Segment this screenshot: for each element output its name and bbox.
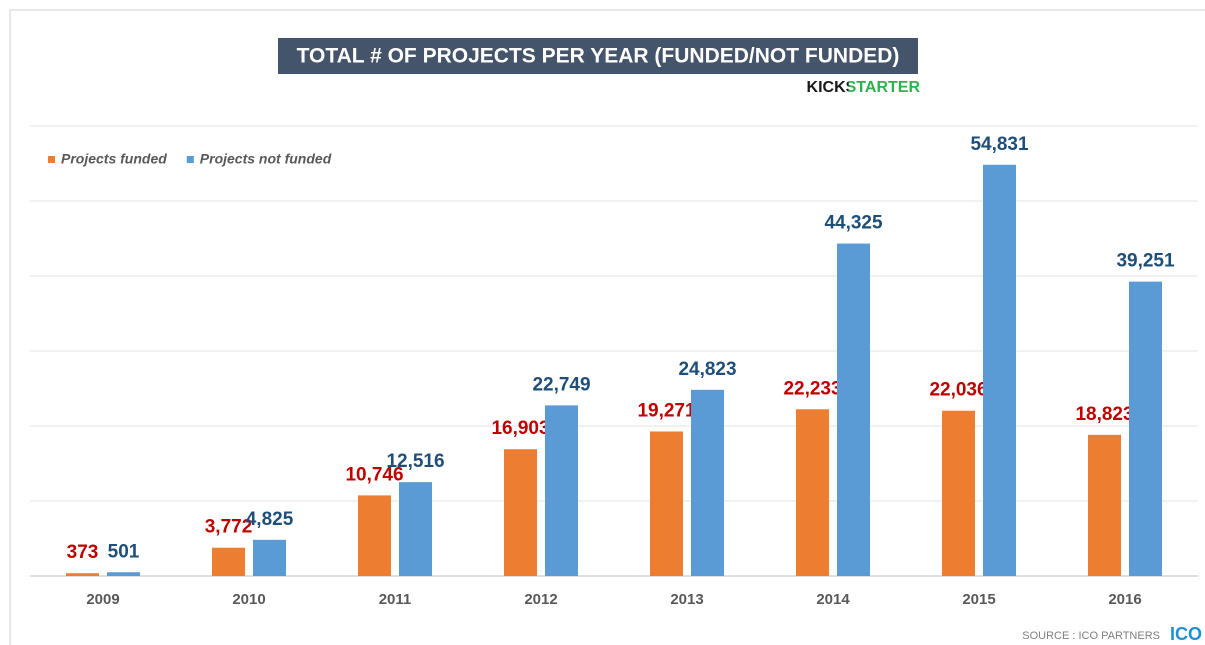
bar xyxy=(650,431,683,576)
value-label: 18,823 xyxy=(1075,404,1133,425)
chart-title: TOTAL # OF PROJECTS PER YEAR (FUNDED/NOT… xyxy=(297,45,900,68)
value-label: 10,746 xyxy=(345,464,403,485)
bar xyxy=(212,547,245,576)
legend-swatch xyxy=(48,156,55,163)
bar xyxy=(983,164,1016,576)
x-tick-label: 2011 xyxy=(379,591,412,608)
value-label: 22,036 xyxy=(929,380,987,401)
source: SOURCE : ICO PARTNERS xyxy=(1022,630,1160,642)
value-label: 54,831 xyxy=(970,134,1029,155)
bar xyxy=(253,539,286,576)
value-label: 501 xyxy=(108,541,140,562)
value-label: 39,251 xyxy=(1116,251,1175,272)
legend-label: Projects funded xyxy=(61,151,167,167)
bar xyxy=(399,482,432,576)
bar xyxy=(796,409,829,576)
value-label: 373 xyxy=(67,542,99,563)
bar xyxy=(358,495,391,576)
legend-swatch xyxy=(186,156,194,163)
value-label: 3,772 xyxy=(205,517,253,538)
legend-label: Projects not funded xyxy=(200,151,332,167)
bar xyxy=(107,572,140,576)
x-tick-label: 2014 xyxy=(816,591,850,608)
bar xyxy=(691,389,724,576)
bar xyxy=(504,449,537,576)
bar xyxy=(66,573,99,576)
value-label: 22,233 xyxy=(783,378,841,399)
value-label: 44,325 xyxy=(824,213,883,234)
x-tick-label: 2016 xyxy=(1108,591,1141,608)
x-tick-label: 2013 xyxy=(670,591,703,608)
x-tick-label: 2015 xyxy=(962,591,995,608)
bar xyxy=(1088,434,1121,576)
brand-logo: KICKSTARTER xyxy=(807,79,921,96)
source-logo: ICO xyxy=(1170,624,1202,644)
value-label: 24,823 xyxy=(678,359,736,380)
value-label: 22,749 xyxy=(532,374,590,395)
value-label: 19,271 xyxy=(637,400,696,421)
title-box xyxy=(278,38,918,74)
frame xyxy=(9,9,1205,645)
bar xyxy=(545,405,578,576)
x-tick-label: 2010 xyxy=(232,591,265,608)
value-label: 4,825 xyxy=(246,509,294,530)
value-label: 12,516 xyxy=(386,451,444,472)
bar xyxy=(942,410,975,576)
value-label: 16,903 xyxy=(491,418,549,439)
bar xyxy=(837,243,870,576)
bar xyxy=(1129,281,1162,576)
x-tick-label: 2012 xyxy=(524,591,557,608)
x-tick-label: 2009 xyxy=(86,591,119,608)
